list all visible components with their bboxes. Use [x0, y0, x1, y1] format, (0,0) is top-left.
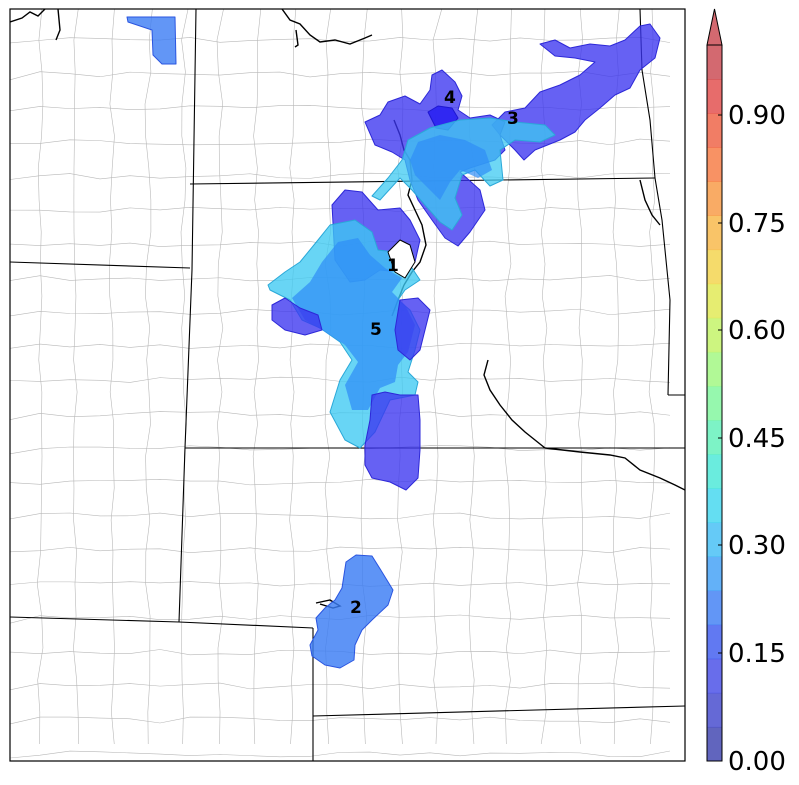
county-line: [10, 546, 671, 553]
colorbar-segment: [707, 147, 722, 182]
colorbar-tick-1: 0.15: [728, 639, 786, 669]
region-label-4: 4: [444, 88, 456, 108]
county-line: [73, 9, 80, 745]
county-line: [10, 750, 671, 759]
county-line: [36, 9, 44, 745]
colorbar-segment: [707, 726, 722, 762]
prob-area-north-mid: [410, 135, 492, 200]
colorbar-segment: [707, 420, 722, 455]
region-labels: 1 2 3 4 5: [350, 88, 519, 618]
colorbar-segment: [707, 215, 722, 251]
colorbar-segment: [707, 351, 722, 387]
county-line: [289, 9, 297, 745]
colorbar-segment: [707, 317, 722, 353]
colorbar-segment: [707, 45, 722, 80]
colorbar-tick-4: 0.60: [728, 316, 786, 346]
colorbar-segment: [707, 522, 722, 557]
prob-area-central-mid: [292, 238, 415, 410]
county-line: [180, 9, 189, 745]
colorbar-segment: [707, 590, 722, 626]
probability-fields: [126, 16, 661, 669]
prob-area-south-dark: [364, 391, 421, 491]
map-frame: [9, 8, 686, 762]
county-line: [576, 9, 584, 745]
prob-area-east-dark: [394, 297, 431, 361]
county-line: [10, 716, 671, 725]
prob-area-region-2: [309, 554, 394, 669]
colorbar-segment: [707, 113, 722, 148]
colorbar-segment: [707, 283, 722, 319]
colorbar-segment: [707, 692, 722, 728]
county-line: [10, 138, 671, 146]
colorbar-segment: [707, 385, 722, 421]
colorbar-tick-labels: 0.00 0.15 0.30 0.45 0.60 0.75 0.90: [728, 101, 786, 777]
colorbar-segment: [707, 181, 722, 216]
county-line: [10, 172, 671, 180]
region-label-2: 2: [350, 598, 362, 618]
county-line: [648, 9, 656, 745]
county-line: [10, 342, 671, 349]
colorbar-tick-5: 0.75: [728, 209, 786, 239]
state-boundaries: [10, 9, 685, 761]
colorbar-segment: [707, 556, 722, 592]
colorbar-tick-6: 0.90: [728, 101, 786, 131]
county-line: [10, 581, 671, 587]
region-label-1: 1: [387, 256, 399, 276]
colorbar-tick-3: 0.45: [728, 424, 786, 454]
county-line: [109, 9, 115, 745]
county-line: [216, 9, 224, 745]
colorbar-segment: [707, 79, 722, 114]
county-line: [612, 9, 620, 745]
region-label-5: 5: [370, 320, 382, 340]
colorbar-border: [706, 45, 723, 762]
county-line: [252, 9, 262, 745]
prob-area-west-dark: [271, 297, 323, 336]
colorbar-tick-0: 0.00: [728, 747, 786, 777]
colorbar-segment: [707, 488, 722, 523]
county-line: [10, 682, 671, 691]
colorbar-segment: [707, 249, 722, 285]
region-label-3: 3: [507, 109, 519, 129]
colorbar-segment: [707, 624, 722, 660]
prob-area-northwest: [126, 16, 177, 65]
colorbar-segment: [707, 658, 722, 694]
county-line: [10, 512, 671, 520]
county-line: [10, 71, 671, 81]
colorbar: [706, 8, 723, 762]
colorbar-tick-2: 0.30: [728, 531, 786, 561]
county-line: [10, 479, 671, 486]
colorbar-extend-arrow: [706, 8, 723, 46]
colorbar-segment: [707, 454, 722, 489]
